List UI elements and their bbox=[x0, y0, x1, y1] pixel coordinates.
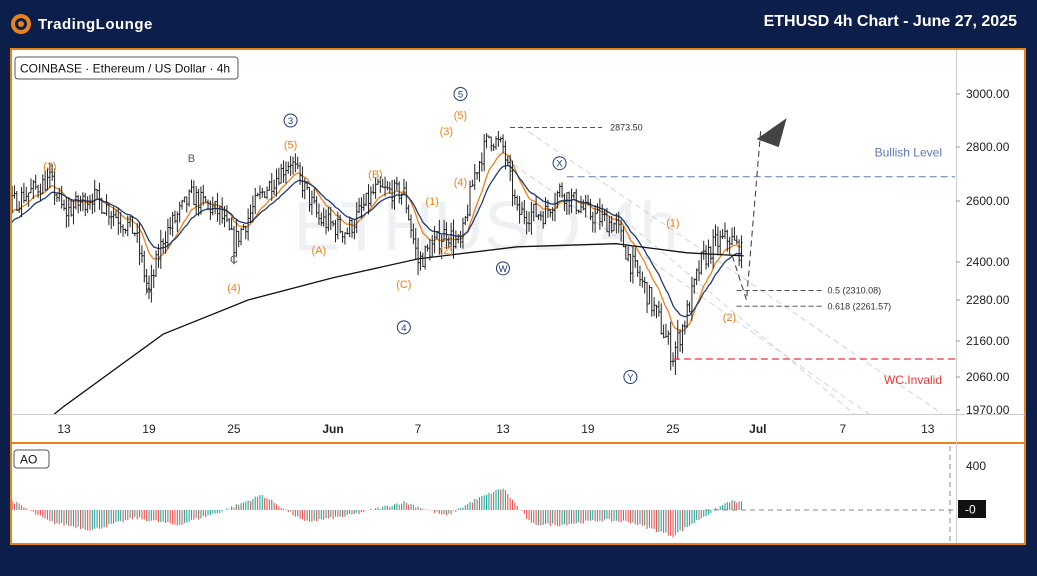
wave-label: 5 bbox=[458, 90, 463, 101]
wave-circle bbox=[283, 113, 298, 128]
wave-label: 4 bbox=[401, 323, 406, 334]
wave-label: X bbox=[556, 159, 563, 170]
chart-frame bbox=[10, 48, 1026, 545]
tradinglounge-logo: TradingLounge bbox=[10, 12, 153, 36]
ao-tick-label: 400 bbox=[966, 459, 986, 473]
y-tick-label: 2160.00 bbox=[966, 334, 1010, 348]
wave-circle bbox=[495, 261, 510, 276]
wave-label: (4) bbox=[454, 177, 467, 189]
ao-histogram bbox=[12, 446, 955, 543]
wave-label: (5) bbox=[284, 139, 297, 151]
sma-slow-line bbox=[53, 243, 744, 414]
projection-arrowhead bbox=[756, 118, 787, 148]
axes: 13 19 25 Jun 7 13 19 25 Jul 7 13 3000.00 2800.00 2600… bbox=[57, 87, 1010, 518]
parallel-channel bbox=[488, 125, 943, 414]
high-marker-label: 2873.50 bbox=[610, 123, 643, 133]
wave-label: A bbox=[145, 286, 153, 298]
wave-circle bbox=[623, 370, 638, 384]
channel-line bbox=[519, 125, 943, 414]
y-tick-label: 2280.00 bbox=[966, 293, 1010, 307]
wave-label: Y bbox=[627, 373, 634, 384]
wave-label: C bbox=[230, 254, 238, 266]
y-tick-label: 1970.00 bbox=[966, 403, 1010, 417]
wave-label: B bbox=[188, 153, 195, 165]
chart-title: ETHUSD 4h Chart - June 27, 2025 bbox=[763, 13, 1017, 30]
wave-label: 3 bbox=[288, 116, 293, 127]
x-tick-label: 13 bbox=[496, 422, 510, 436]
ao-value-badge bbox=[958, 500, 986, 518]
bullish-level-label: Bullish Level bbox=[875, 146, 942, 160]
projection-path bbox=[731, 131, 762, 301]
wave-circle bbox=[552, 156, 567, 171]
wave-label: (2) bbox=[440, 245, 453, 257]
x-tick-label: 13 bbox=[57, 422, 71, 436]
wave-label: (2) bbox=[723, 312, 736, 324]
x-tick-label: 19 bbox=[142, 422, 156, 436]
ao-value-label: -0 bbox=[965, 503, 976, 517]
x-tick-label: Jul bbox=[749, 422, 766, 436]
wave-label: (1) bbox=[666, 217, 679, 229]
wave-label: (4) bbox=[227, 282, 240, 294]
symbol-legend[interactable]: COINBASE · Ethereum / US Dollar · 4h bbox=[14, 56, 239, 80]
channel-line bbox=[615, 212, 855, 414]
x-tick-label: 13 bbox=[921, 422, 935, 436]
symbol-label: COINBASE · Ethereum / US Dollar · 4h bbox=[20, 62, 230, 76]
invalidation-label: WC.Invalid bbox=[884, 373, 942, 387]
wave-label: (B) bbox=[368, 169, 383, 181]
wave-circle bbox=[396, 320, 411, 335]
x-tick-label: 7 bbox=[839, 422, 846, 436]
fib-050-label: 0.5 (2310.08) bbox=[828, 285, 882, 295]
wave-circle bbox=[453, 87, 468, 101]
x-tick-label: 25 bbox=[666, 422, 680, 436]
logo-text: TradingLounge bbox=[38, 15, 153, 33]
wave-label: (A) bbox=[312, 245, 327, 257]
wave-label: W bbox=[498, 264, 507, 275]
wave-label: (3) bbox=[440, 126, 453, 138]
ao-label: AO bbox=[20, 453, 37, 467]
candles bbox=[12, 130, 743, 375]
x-tick-label: 25 bbox=[227, 422, 241, 436]
ao-legend[interactable]: AO bbox=[13, 449, 50, 469]
wave-labels: (3) B A C (4) 3 (5) (A) (B) (C) 4 (1) (2) (3) 5 (5) (4) W… bbox=[43, 87, 736, 384]
wave-label: (5) bbox=[454, 110, 467, 122]
x-tick-label: Jun bbox=[322, 422, 343, 436]
fib-0618-label: 0.618 (2261.57) bbox=[828, 301, 892, 311]
wave-label: (1) bbox=[425, 196, 438, 208]
y-tick-label: 2400.00 bbox=[966, 255, 1010, 269]
x-tick-label: 19 bbox=[581, 422, 595, 436]
levels: Bullish Level WC.Invalid 0.5 (2310.08) 0.61… bbox=[510, 118, 955, 387]
y-tick-label: 3000.00 bbox=[966, 87, 1010, 101]
wave-label: (3) bbox=[43, 161, 56, 173]
y-tick-label: 2800.00 bbox=[966, 140, 1010, 154]
logo-icon bbox=[11, 14, 31, 34]
wave-label: (C) bbox=[396, 279, 411, 291]
x-tick-label: 7 bbox=[415, 422, 422, 436]
y-tick-label: 2600.00 bbox=[966, 194, 1010, 208]
y-tick-label: 2060.00 bbox=[966, 370, 1010, 384]
